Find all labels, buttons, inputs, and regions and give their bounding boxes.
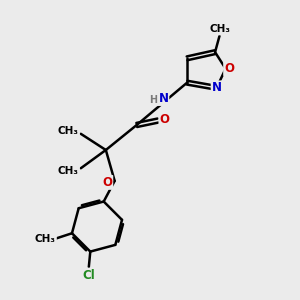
Text: O: O <box>102 176 112 189</box>
Text: N: N <box>158 92 168 105</box>
Text: CH₃: CH₃ <box>35 234 56 244</box>
Text: H: H <box>150 95 158 105</box>
Text: O: O <box>159 112 170 126</box>
Text: CH₃: CH₃ <box>210 25 231 34</box>
Text: CH₃: CH₃ <box>58 126 79 136</box>
Text: N: N <box>212 81 222 94</box>
Text: CH₃: CH₃ <box>58 166 79 176</box>
Text: Cl: Cl <box>82 268 95 282</box>
Text: O: O <box>224 62 234 75</box>
